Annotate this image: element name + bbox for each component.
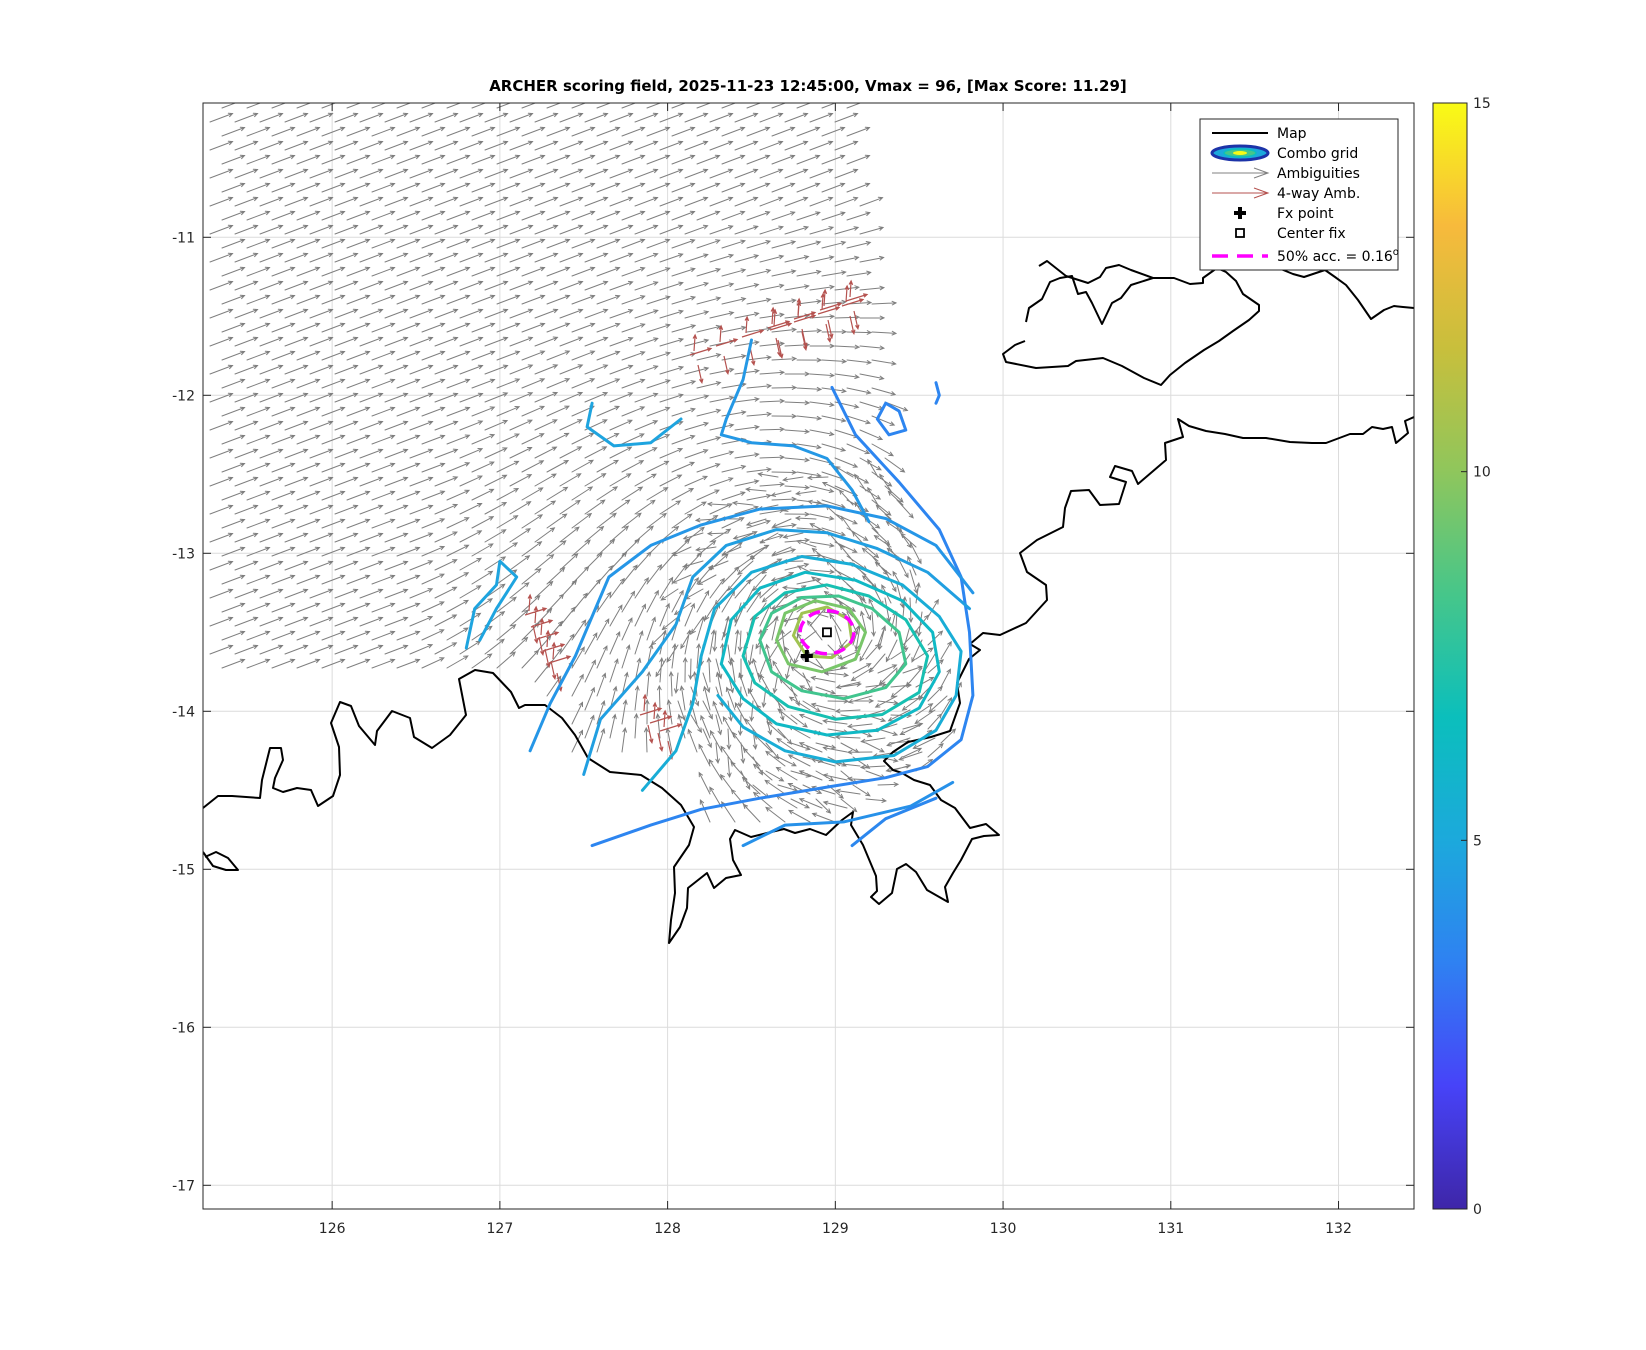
- legend-entry-6: 50% acc. = 0.16o: [1212, 247, 1399, 265]
- legend-arrow-icon: [1212, 187, 1270, 199]
- x-tick-label-3: 129: [822, 1221, 849, 1237]
- contour-line-3: [640, 555, 963, 792]
- colorbar-tick-label-3: 15: [1473, 96, 1491, 112]
- coastline-segment-0: [203, 416, 1414, 944]
- contour-line-14: [741, 780, 955, 848]
- x-tick-label-6: 132: [1325, 1221, 1352, 1237]
- legend-label-1: Combo grid: [1277, 146, 1358, 162]
- coastline-segment-1: [203, 851, 239, 871]
- y-tick-label-6: -17: [172, 1178, 195, 1194]
- ambiguity-arrows: [209, 103, 962, 823]
- center-fix-marker: [822, 627, 832, 638]
- legend-combo-core-icon: [1233, 151, 1247, 155]
- legend-plus-icon: [1234, 207, 1246, 219]
- y-tick-label-5: -16: [172, 1020, 195, 1036]
- colorbar: 0 5 10 15: [1432, 96, 1491, 1218]
- legend-label-6: 50% acc. = 0.16o: [1277, 247, 1399, 265]
- contour-line-2: [582, 528, 971, 776]
- y-tick-label-0: -11: [172, 230, 195, 246]
- colorbar-scale: [1432, 102, 1468, 1210]
- x-tick-label-5: 131: [1157, 1221, 1184, 1237]
- fx-point-marker: [800, 650, 813, 662]
- legend-entry-2: Ambiguities: [1212, 166, 1360, 182]
- colorbar-tick-label-1: 5: [1473, 833, 1482, 849]
- contour-line-0: [590, 385, 975, 848]
- ambiguity-arrow-field: [209, 103, 962, 823]
- four-way-ambiguity-arrows: [524, 279, 869, 760]
- legend-label-0: Map: [1277, 126, 1307, 142]
- contour-line-13: [934, 381, 941, 405]
- contour-line-7: [775, 599, 867, 674]
- legend-arrow-icon: [1212, 167, 1270, 179]
- legend-entry-0: Map: [1212, 126, 1307, 142]
- legend-entry-4: Fx point: [1234, 206, 1334, 222]
- four-way-ambiguity-field: [524, 279, 869, 760]
- contour-line-4: [719, 570, 941, 737]
- y-tick-label-4: -15: [172, 862, 195, 878]
- x-tick-label-4: 130: [990, 1221, 1017, 1237]
- legend-label-3: 4-way Amb.: [1277, 186, 1360, 202]
- axes-frame: [202, 102, 1415, 1210]
- x-tick-label-0: 126: [319, 1221, 346, 1237]
- y-tick-label-2: -13: [172, 546, 195, 562]
- legend-entry-5: Center fix: [1235, 226, 1346, 242]
- contour-line-1: [528, 504, 975, 753]
- contour-line-10: [585, 401, 683, 448]
- legend-label-4: Fx point: [1277, 206, 1334, 222]
- legend-label-5: Center fix: [1277, 226, 1346, 242]
- contour-line-6: [758, 594, 908, 701]
- contour-line-9: [464, 559, 519, 650]
- chart-title: ARCHER scoring field, 2025-11-23 12:45:0…: [489, 77, 1127, 95]
- colorbar-tick-label-2: 10: [1473, 465, 1491, 481]
- contour-line-12: [875, 401, 908, 437]
- y-tick-label-1: -12: [172, 388, 195, 404]
- coastline-segment-2: [1002, 267, 1260, 386]
- legend-box: [1199, 118, 1399, 271]
- accuracy-circle: [798, 609, 856, 656]
- contour-line-15: [850, 796, 938, 848]
- colorbar-tick-label-0: 0: [1473, 1202, 1482, 1218]
- legend-square-icon: [1235, 228, 1245, 238]
- x-tick-label-2: 128: [654, 1221, 681, 1237]
- y-tick-label-3: -14: [172, 704, 195, 720]
- combo-grid-contours: [464, 338, 975, 848]
- coastline-segment-4: [1263, 259, 1414, 320]
- legend-label-2: Ambiguities: [1277, 166, 1360, 182]
- legend-entry-1: Combo grid: [1210, 144, 1358, 162]
- fix-markers: [798, 609, 856, 662]
- x-tick-label-1: 127: [487, 1221, 514, 1237]
- x-axis-ticks: 126 127 128 129 130 131 132: [319, 103, 1352, 1237]
- coastline-segment-3: [1038, 260, 1154, 284]
- legend: Map Combo grid Ambiguities 4-way Amb. Fx poi…: [1199, 118, 1399, 271]
- contour-line-11: [719, 338, 871, 524]
- y-axis-ticks: -11 -12 -13 -14 -15 -16 -17: [172, 230, 1414, 1194]
- contour-line-5: [741, 583, 930, 721]
- map-axes: 126 127 128 129 130 131 132 -11 -12 -13 -14 -15 -16…: [172, 102, 1415, 1237]
- legend-entry-3: 4-way Amb.: [1212, 186, 1360, 202]
- coastline-map: [203, 259, 1414, 944]
